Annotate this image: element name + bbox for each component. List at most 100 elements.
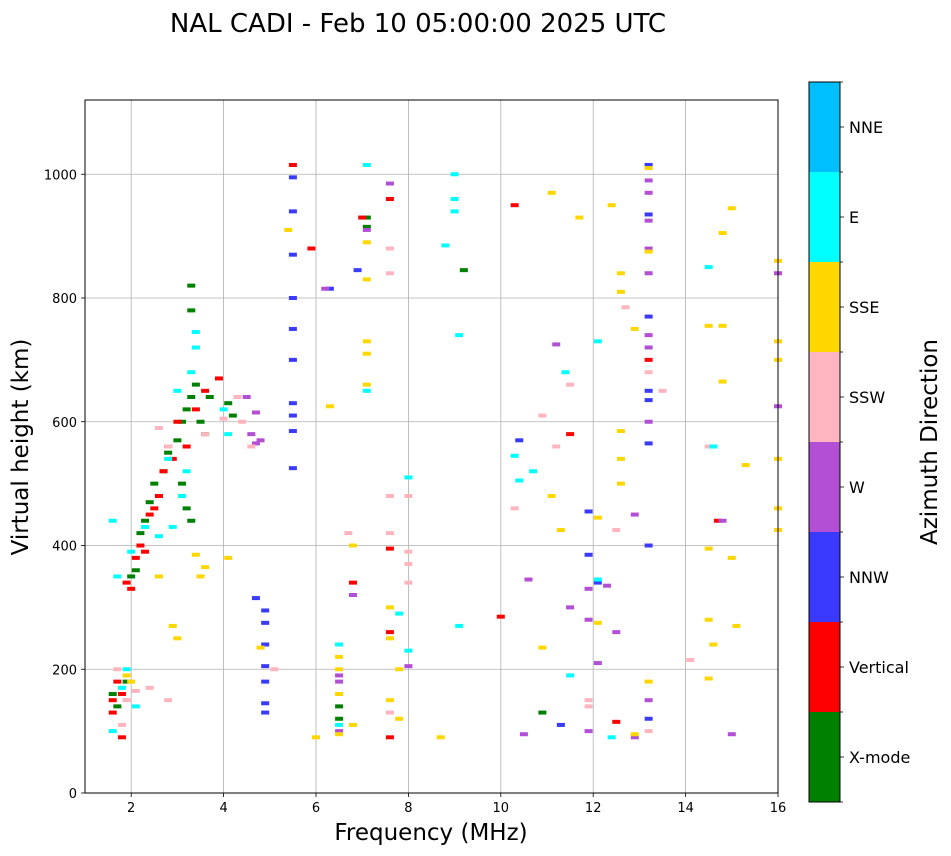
echo-point-w <box>335 673 344 678</box>
y-tick-label: 200 <box>52 663 77 678</box>
echo-point-w <box>718 518 727 523</box>
echo-point-x-mode <box>187 395 196 399</box>
echo-point-nnw <box>325 286 334 291</box>
echo-point-nnw <box>644 398 653 403</box>
echo-point-vertical <box>127 586 136 591</box>
echo-point-nnw <box>644 314 653 319</box>
echo-point-sse <box>284 227 293 232</box>
echo-point-ssw <box>404 494 413 498</box>
echo-point-sse <box>709 642 718 647</box>
echo-point-x-mode <box>191 382 200 387</box>
echo-point-x-mode <box>150 481 159 486</box>
echo-point-e <box>127 549 136 554</box>
echo-point-x-mode <box>164 450 173 455</box>
echo-point-w <box>727 732 736 737</box>
echo-point-sse <box>547 190 556 195</box>
echo-point-sse <box>348 543 357 548</box>
echo-point-nnw <box>251 596 260 601</box>
echo-point-e <box>450 197 459 201</box>
echo-point-sse <box>362 382 371 387</box>
echo-point-x-mode <box>122 679 131 684</box>
colorbar-label-nne: NNE <box>849 118 883 137</box>
echo-point-ssw <box>247 444 256 449</box>
echo-point-nnw <box>288 401 297 406</box>
echo-point-w <box>644 190 653 195</box>
colorbar-label-e: E <box>849 208 859 227</box>
echo-point-ssw <box>385 531 394 536</box>
echo-point-x-mode <box>187 518 196 523</box>
echo-point-e <box>113 574 122 579</box>
echo-point-w <box>385 181 394 186</box>
echo-point-x-mode <box>228 413 237 418</box>
echo-point-sse <box>575 215 584 220</box>
echo-point-nnw <box>261 642 270 647</box>
echo-point-sse <box>727 555 736 560</box>
echo-point-nnw <box>261 710 270 715</box>
echo-point-e <box>455 333 464 338</box>
x-tick-label: 16 <box>770 801 787 816</box>
echo-point-sse <box>154 574 163 579</box>
echo-point-vertical <box>159 469 168 474</box>
echo-point-w <box>362 227 371 232</box>
echo-point-e <box>191 330 200 335</box>
echo-point-x-mode <box>538 710 547 715</box>
echo-point-nnw <box>288 209 297 214</box>
echo-point-ssw <box>704 444 713 449</box>
echo-point-sse <box>436 735 445 740</box>
echo-point-nnw <box>644 441 653 446</box>
echo-point-x-mode <box>335 704 344 709</box>
echo-point-vertical <box>117 692 126 696</box>
echo-point-x-mode <box>136 531 145 536</box>
echo-point-e <box>510 453 519 458</box>
echo-point-e <box>154 534 163 539</box>
echo-point-w <box>256 438 265 443</box>
echo-point-w <box>644 345 653 350</box>
echo-point-vertical <box>348 580 357 585</box>
y-tick-label: 800 <box>52 292 77 307</box>
echo-point-nnw <box>288 252 297 257</box>
echo-point-ssw <box>201 432 210 437</box>
colorbar-segment-e <box>809 172 840 262</box>
echo-point-nnw <box>644 543 653 548</box>
echo-point-vertical <box>496 614 505 619</box>
echo-point-x-mode <box>113 704 122 709</box>
echo-point-e <box>187 370 196 375</box>
echo-point-w <box>335 679 344 684</box>
echo-point-sse <box>718 231 727 236</box>
echo-point-ssw <box>270 667 279 672</box>
echo-point-x-mode <box>108 692 117 696</box>
echo-point-vertical <box>385 197 394 201</box>
echo-point-w <box>247 432 256 437</box>
echo-point-sse <box>593 620 602 625</box>
echo-point-sse <box>732 623 741 628</box>
x-tick-label: 14 <box>677 801 694 816</box>
echo-point-e <box>108 729 117 734</box>
echo-point-w <box>612 630 621 635</box>
echo-point-sse <box>385 605 394 610</box>
echo-point-sse <box>122 673 131 678</box>
y-tick-label: 400 <box>52 540 77 555</box>
plot-frame <box>84 99 779 794</box>
echo-point-vertical <box>358 215 367 220</box>
echo-point-vertical <box>108 710 117 715</box>
echo-point-e <box>441 243 450 248</box>
echo-point-ssw <box>219 416 228 421</box>
echo-point-sse <box>168 623 177 628</box>
echo-point-w <box>603 583 612 588</box>
echo-point-vertical <box>385 546 394 551</box>
echo-point-e <box>164 456 173 461</box>
echo-point-w <box>321 286 330 291</box>
echo-point-e <box>335 722 344 727</box>
echo-point-nnw <box>584 552 593 557</box>
echo-point-ssw <box>238 419 247 424</box>
colorbar-segment-sse <box>809 262 840 352</box>
echo-point-e <box>593 577 602 582</box>
echo-point-nnw <box>288 357 297 362</box>
echo-point-x-mode <box>459 268 468 273</box>
echo-point-e <box>117 685 126 690</box>
echo-point-e <box>108 518 117 523</box>
echo-point-vertical <box>108 698 117 703</box>
colorbar-segment-ssw <box>809 352 840 442</box>
colorbar-segment-x-mode <box>809 712 840 802</box>
echo-point-vertical <box>117 735 126 740</box>
